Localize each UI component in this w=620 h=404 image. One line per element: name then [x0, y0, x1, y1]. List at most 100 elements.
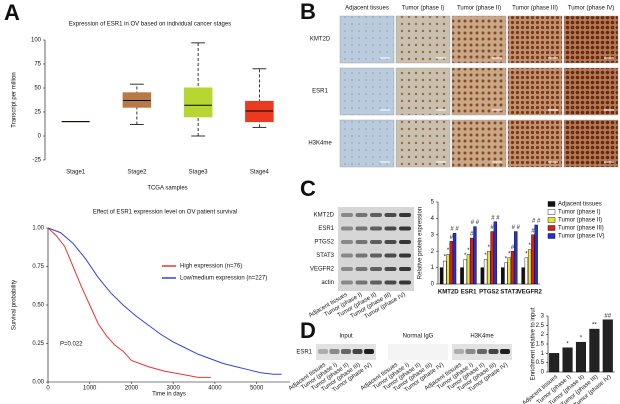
y-axis-label: Enrichment relative to input: [531, 307, 537, 380]
legend-label: Tumor (phase II): [558, 218, 602, 224]
blot-band: [355, 253, 368, 258]
micrograph: [563, 67, 619, 116]
y-tick-label: 2: [541, 332, 545, 338]
blot-band: [341, 280, 353, 285]
significance: *: [508, 251, 511, 257]
blot-band: [384, 253, 397, 258]
y-tick-label: 0.25: [32, 341, 44, 347]
x-axis-label: Time in days: [152, 392, 186, 398]
micrograph: [339, 15, 395, 64]
y-tick-label: 2.5: [536, 323, 545, 329]
significance: *: [484, 253, 487, 259]
blot-band: [465, 349, 476, 354]
micrograph: [395, 67, 451, 116]
x-axis-label: TCGA samples: [147, 186, 187, 192]
x-tick-label: KMT2D: [438, 290, 459, 296]
blot-row-label: STAT3: [316, 253, 334, 259]
legend-label: Tumor (phase III): [558, 226, 604, 232]
significance: #: [531, 228, 535, 234]
column-header: Tumor (phase III): [512, 6, 558, 12]
column-header: Adjacent tissues: [345, 6, 389, 12]
y-tick-label: 1.00: [32, 226, 44, 232]
bar: [460, 267, 464, 285]
y-tick-label: 3: [541, 314, 545, 320]
blot-band: [341, 213, 353, 217]
significance: ##: [604, 313, 611, 319]
bar: [524, 257, 529, 285]
bar: [562, 347, 573, 373]
blot-row-label: ESR1: [318, 226, 334, 232]
blot-row-label: VEGFR2: [310, 267, 335, 273]
blot-band: [370, 213, 382, 217]
y-tick-label: -25: [32, 158, 41, 164]
x-tick-label: 5000: [250, 386, 264, 392]
blot-band: [399, 253, 411, 258]
box: [183, 87, 213, 118]
legend-swatch: [547, 217, 556, 223]
x-tick-label: 2000: [125, 386, 139, 392]
bar: [534, 224, 538, 285]
significance: *: [488, 245, 491, 251]
panel-letter: B: [300, 0, 316, 24]
y-tick-label: 1: [431, 265, 435, 271]
micrograph: [563, 15, 619, 64]
y-tick-label: 0.75: [32, 264, 44, 270]
survival-curve: [47, 227, 282, 375]
bar: [549, 353, 560, 373]
blot-row-label: PTGS2: [314, 240, 334, 246]
bar: [575, 341, 586, 373]
bar: [527, 249, 532, 285]
legend-label: Tumor (phase IV): [558, 234, 604, 240]
blot-band: [488, 349, 499, 354]
blot-band: [370, 226, 382, 231]
x-tick-label: Stage2: [127, 170, 147, 176]
bar: [510, 250, 515, 285]
y-tick-label: 75: [34, 62, 41, 68]
blot-band: [341, 267, 353, 271]
x-tick-label: 1000: [83, 386, 97, 392]
y-tick-label: 0.5: [536, 360, 545, 366]
micrograph: [339, 67, 395, 116]
y-tick-label: 0: [38, 134, 42, 140]
significance: #: [450, 235, 454, 241]
y-tick-label: 0: [541, 370, 545, 376]
micrograph: [451, 119, 507, 168]
legend-label: High expression (n=76): [180, 264, 242, 270]
significance: *: [580, 336, 583, 342]
y-axis-label: Relative protein expression: [418, 207, 424, 279]
significance: # #: [471, 220, 480, 226]
blot-band: [384, 226, 397, 231]
legend-swatch: [547, 201, 556, 207]
significance: **: [592, 323, 597, 329]
panel-letter: A: [4, 0, 20, 25]
bar: [521, 267, 525, 285]
blot-band: [399, 213, 411, 217]
blot-band: [384, 280, 397, 285]
significance: *: [528, 243, 531, 249]
blot-band: [384, 213, 397, 217]
blot-row-label: KMT2D: [314, 213, 335, 219]
significance: # #: [491, 215, 500, 221]
y-tick-label: 25: [34, 110, 41, 116]
bar: [531, 234, 535, 285]
bar: [507, 257, 511, 285]
y-tick-label: 5: [431, 200, 435, 206]
y-tick-label: 1: [541, 351, 545, 357]
bar: [490, 231, 494, 285]
blot-band: [341, 253, 353, 258]
blot-band: [399, 280, 411, 285]
blot-band: [341, 349, 351, 354]
blot-band: [355, 240, 368, 244]
bar: [487, 250, 491, 285]
bar: [443, 260, 447, 285]
x-tick-label: VEGFR2: [518, 290, 543, 296]
column-header: Tumor (phase IV): [568, 6, 614, 12]
x-tick-label: 4000: [208, 386, 222, 392]
x-tick-label: Stage4: [250, 170, 270, 176]
significance: *: [525, 251, 528, 257]
group-label: Input: [339, 334, 353, 340]
significance: #: [490, 225, 494, 231]
y-tick-label: 0.00: [32, 380, 44, 386]
blot-band: [355, 226, 368, 231]
blot-band: [355, 213, 368, 217]
